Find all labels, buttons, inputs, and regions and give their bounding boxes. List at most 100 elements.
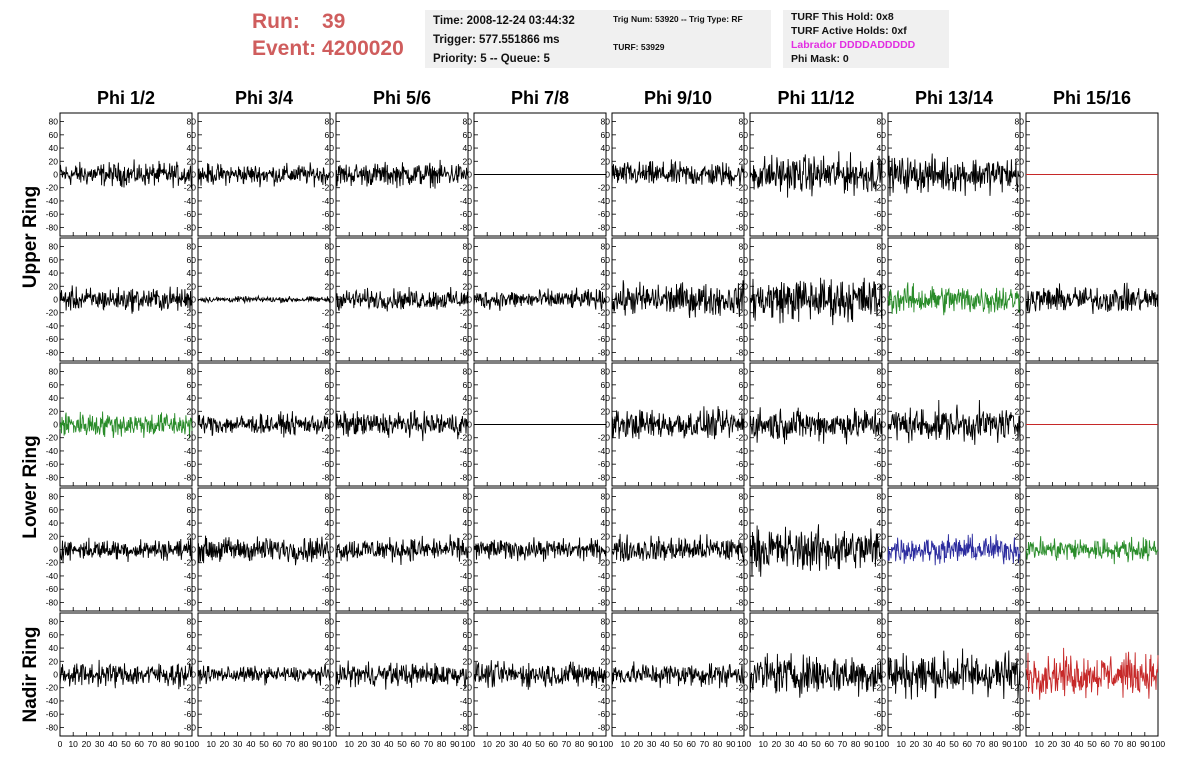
y-tick-label: 20 (601, 156, 611, 166)
y-tick-label: 60 (877, 380, 887, 390)
x-tick-label: 70 (700, 739, 710, 749)
waveform-trace (59, 659, 193, 690)
x-tick-label: 80 (989, 739, 999, 749)
y-tick-label: -60 (322, 709, 335, 719)
run-value: 39 (322, 10, 346, 33)
ring-label: Lower Ring (20, 435, 41, 538)
trig-num-text: Trig Num: 53920 -- Trig Type: RF (613, 14, 743, 24)
y-tick-label: 80 (1015, 242, 1025, 252)
y-tick-label: 20 (49, 156, 59, 166)
y-tick-label: -80 (736, 222, 749, 232)
waveform-trace (887, 153, 1021, 197)
y-tick-label: -80 (322, 347, 335, 357)
run-event-info: Run: 39 Event: 4200020 (252, 8, 404, 62)
y-tick-label: 80 (877, 242, 887, 252)
y-tick-label: -80 (46, 347, 59, 357)
y-tick-label: -20 (1012, 308, 1025, 318)
y-tick-label: 40 (877, 268, 887, 278)
y-tick-label: 40 (601, 268, 611, 278)
y-tick-label: -20 (598, 683, 611, 693)
y-tick-label: 60 (877, 255, 887, 265)
y-tick-label: 40 (877, 143, 887, 153)
y-tick-label: 40 (325, 518, 335, 528)
y-tick-label: -80 (874, 347, 887, 357)
y-tick-label: 60 (1015, 380, 1025, 390)
y-tick-label: -40 (322, 571, 335, 581)
y-tick-label: -60 (1012, 709, 1025, 719)
y-tick-label: 0 (467, 420, 472, 430)
y-tick-label: 40 (187, 143, 197, 153)
y-tick-label: -60 (322, 334, 335, 344)
y-tick-label: -80 (598, 222, 611, 232)
y-tick-label: -60 (1012, 334, 1025, 344)
y-tick-label: -60 (736, 459, 749, 469)
x-tick-label: 20 (772, 739, 782, 749)
waveform-trace (611, 533, 745, 563)
x-tick-label: 0 (58, 739, 63, 749)
x-tick-label: 20 (634, 739, 644, 749)
waveform-trace (749, 653, 883, 698)
y-tick-label: 0 (743, 420, 748, 430)
x-tick-label: 20 (910, 739, 920, 749)
x-tick-label: 50 (397, 739, 407, 749)
y-tick-label: 20 (601, 406, 611, 416)
y-tick-label: 20 (463, 656, 473, 666)
y-tick-label: -20 (598, 308, 611, 318)
turf-panel: TURF This Hold: 0x8 TURF Active Holds: 0… (783, 10, 949, 68)
y-tick-label: -80 (460, 722, 473, 732)
y-tick-label: -60 (46, 709, 59, 719)
y-tick-label: -40 (460, 196, 473, 206)
waveform-trace (887, 399, 1021, 445)
x-tick-label: 90 (312, 739, 322, 749)
y-tick-label: -20 (736, 558, 749, 568)
y-tick-label: 60 (187, 130, 197, 140)
y-tick-label: 0 (1019, 545, 1024, 555)
x-tick-label: 30 (923, 739, 933, 749)
y-tick-label: 0 (191, 545, 196, 555)
y-tick-label: 20 (739, 406, 749, 416)
y-tick-label: 20 (739, 656, 749, 666)
y-tick-label: 40 (463, 643, 473, 653)
y-tick-label: 40 (877, 393, 887, 403)
y-tick-label: 40 (463, 143, 473, 153)
y-tick-label: 60 (49, 130, 59, 140)
y-tick-label: 60 (739, 630, 749, 640)
y-tick-label: -40 (46, 321, 59, 331)
y-tick-label: -80 (736, 597, 749, 607)
y-tick-label: -80 (874, 472, 887, 482)
labrador-text: Labrador DDDDADDDDD (791, 39, 916, 51)
waveform-trace (59, 159, 193, 189)
y-tick-label: -60 (736, 584, 749, 594)
plot-frame (887, 362, 1021, 487)
y-tick-label: 80 (601, 242, 611, 252)
x-tick-label: 100 (461, 739, 475, 749)
y-tick-label: -40 (1012, 321, 1025, 331)
y-tick-label: 60 (187, 630, 197, 640)
waveform-trace (749, 524, 883, 577)
y-tick-label: -40 (184, 696, 197, 706)
x-tick-label: 50 (1087, 739, 1097, 749)
x-tick-label: 30 (371, 739, 381, 749)
y-tick-label: 0 (191, 670, 196, 680)
y-tick-label: -20 (1012, 683, 1025, 693)
y-tick-label: -20 (1012, 558, 1025, 568)
y-tick-label: 20 (601, 531, 611, 541)
y-tick-label: 40 (187, 518, 197, 528)
y-tick-label: -60 (1012, 459, 1025, 469)
y-tick-label: -20 (736, 183, 749, 193)
y-tick-label: 0 (743, 170, 748, 180)
y-tick-label: -60 (736, 709, 749, 719)
y-tick-label: -60 (184, 459, 197, 469)
y-tick-label: -20 (736, 308, 749, 318)
x-tick-label: 40 (108, 739, 118, 749)
x-tick-label: 100 (599, 739, 613, 749)
y-tick-label: -80 (874, 597, 887, 607)
y-tick-label: 0 (605, 170, 610, 180)
y-tick-label: -20 (46, 433, 59, 443)
y-tick-label: 0 (467, 170, 472, 180)
y-tick-label: 40 (601, 143, 611, 153)
y-tick-label: 40 (325, 643, 335, 653)
waveform-trace (887, 533, 1021, 566)
x-tick-label: 50 (535, 739, 545, 749)
x-tick-label: 40 (522, 739, 532, 749)
